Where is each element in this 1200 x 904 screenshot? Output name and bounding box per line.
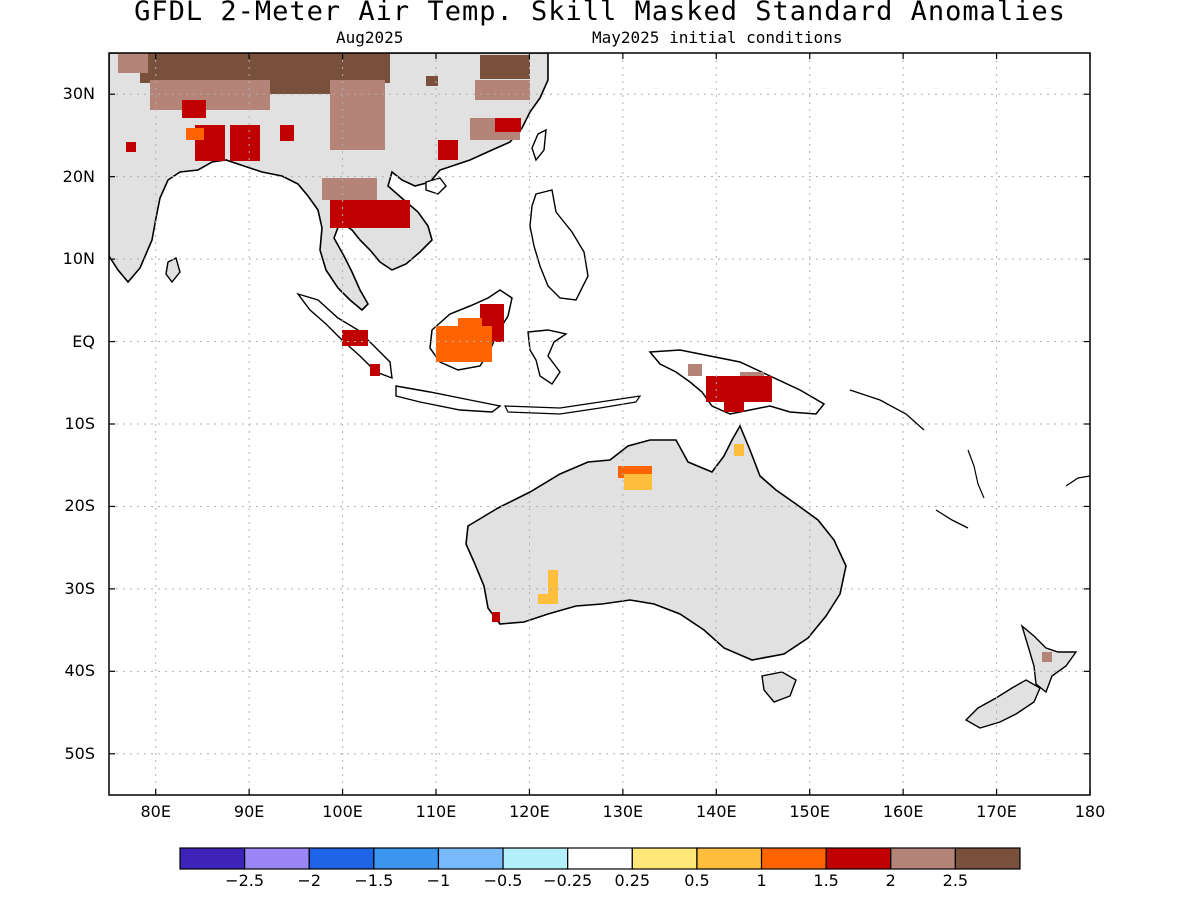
anomaly-cell <box>495 118 521 132</box>
new-caledonia-island <box>935 509 969 529</box>
anomaly-cell <box>1042 652 1052 662</box>
colorbar-swatch <box>373 847 440 870</box>
sri-lanka <box>165 256 181 284</box>
colorbar-tick-label: 2.5 <box>942 871 969 890</box>
anomaly-cell <box>492 612 500 622</box>
anomaly-cell <box>436 326 492 362</box>
anomaly-cell <box>330 80 385 150</box>
anomaly-cell <box>370 364 380 376</box>
colorbar-swatch <box>179 847 246 870</box>
lon-tick-label: 170E <box>976 802 1017 821</box>
colorbar-swatch <box>760 847 827 870</box>
lon-tick-label: 80E <box>140 802 171 821</box>
colorbar-swatch <box>502 847 569 870</box>
anomaly-cell <box>280 125 294 141</box>
colorbar-swatch <box>825 847 892 870</box>
sulawesi-island <box>527 329 568 385</box>
anomaly-cell <box>322 178 377 200</box>
target-month-label: Aug2025 <box>336 28 404 47</box>
map-title: GFDL 2-Meter Air Temp. Skill Masked Stan… <box>134 0 1066 27</box>
anomaly-cell <box>475 80 530 100</box>
lon-tick-label: 120E <box>509 802 550 821</box>
colorbar-tick-label: 0.25 <box>614 871 651 890</box>
lon-tick-label: 140E <box>695 802 737 821</box>
lat-tick-label: 20N <box>62 166 95 186</box>
lat-tick-label: 10S <box>64 414 95 433</box>
colorbar-swatch <box>954 847 1021 870</box>
tasmania-island <box>761 671 797 703</box>
lat-tick-label: 20S <box>64 496 95 516</box>
lat-tick-label: 30S <box>64 578 95 598</box>
colorbar <box>179 847 1021 870</box>
anomaly-cell <box>548 570 558 598</box>
colorbar-tick-label: −2 <box>297 871 322 890</box>
lat-tick-label: 50S <box>64 743 95 763</box>
colorbar-tick-label: 0.5 <box>684 871 710 890</box>
axis-ticks <box>109 53 1091 795</box>
lat-tick-label: EQ <box>72 331 95 351</box>
anomaly-cell <box>734 444 744 456</box>
taiwan-island <box>531 128 547 162</box>
anomaly-cell <box>538 594 558 604</box>
anomaly-cell <box>182 100 206 118</box>
anomaly-cell <box>118 53 148 73</box>
colorbar-swatch <box>890 847 956 870</box>
anomaly-cell <box>126 142 136 152</box>
colorbar-swatch <box>244 847 310 870</box>
lat-tick-label: 10N <box>62 249 95 269</box>
colorbar-tick-label: 1 <box>756 871 767 890</box>
anomaly-cell <box>706 376 772 402</box>
lon-tick-label: 150E <box>789 802 831 821</box>
colorbar-tick-label: −0.5 <box>483 871 523 890</box>
solomon-islands <box>849 389 925 431</box>
anomaly-cell <box>342 330 368 346</box>
anomaly-cell <box>480 55 530 79</box>
colorbar-swatch <box>631 847 698 870</box>
colorbar-tick-label: −1 <box>426 871 451 890</box>
colorbar-tick-label: −1.5 <box>354 871 394 890</box>
colorbar-tick-label: −2.5 <box>225 871 265 890</box>
lon-tick-label: 180 <box>1074 802 1106 821</box>
map-gridlines <box>109 53 1090 795</box>
anomaly-cell <box>186 128 204 140</box>
new-zealand-south-island <box>964 679 1041 729</box>
anomaly-cell <box>724 400 744 412</box>
lon-tick-label: 110E <box>415 802 457 821</box>
colorbar-tick-label: 1.5 <box>813 871 839 890</box>
lat-tick-label: 30N <box>62 84 95 104</box>
colorbar-tick-label: −0.25 <box>543 871 593 890</box>
anomaly-cell <box>458 318 482 328</box>
lon-tick-label: 100E <box>322 802 363 821</box>
lesser-sunda-islands <box>504 395 642 415</box>
anomaly-cell <box>270 80 330 94</box>
lon-tick-label: 90E <box>233 802 265 821</box>
philippine-islands <box>529 189 589 301</box>
anomaly-cell <box>330 200 410 228</box>
colorbar-swatch <box>437 847 504 870</box>
colorbar-tick-label: 2 <box>885 871 896 890</box>
lon-tick-label: 160E <box>882 802 924 821</box>
fiji-islands <box>1065 475 1090 487</box>
java-island <box>395 385 502 413</box>
anomaly-cell <box>624 474 652 490</box>
colorbar-swatch <box>567 847 633 870</box>
lon-tick-label: 130E <box>602 802 644 821</box>
lat-tick-label: 40S <box>64 661 95 681</box>
vanuatu-islands <box>967 449 985 499</box>
anomaly-cell <box>230 125 260 161</box>
anomaly-cell <box>688 364 702 376</box>
anomaly-cell <box>140 53 390 83</box>
australia-mainland <box>465 424 847 661</box>
colorbar-swatch <box>696 847 763 870</box>
initial-conditions-label: May2025 initial conditions <box>592 28 843 47</box>
colorbar-swatch <box>308 847 375 870</box>
anomaly-cell <box>426 76 438 86</box>
anomaly-cell <box>150 80 270 110</box>
anomaly-cell <box>438 140 458 160</box>
anomaly-cells <box>118 53 1052 662</box>
